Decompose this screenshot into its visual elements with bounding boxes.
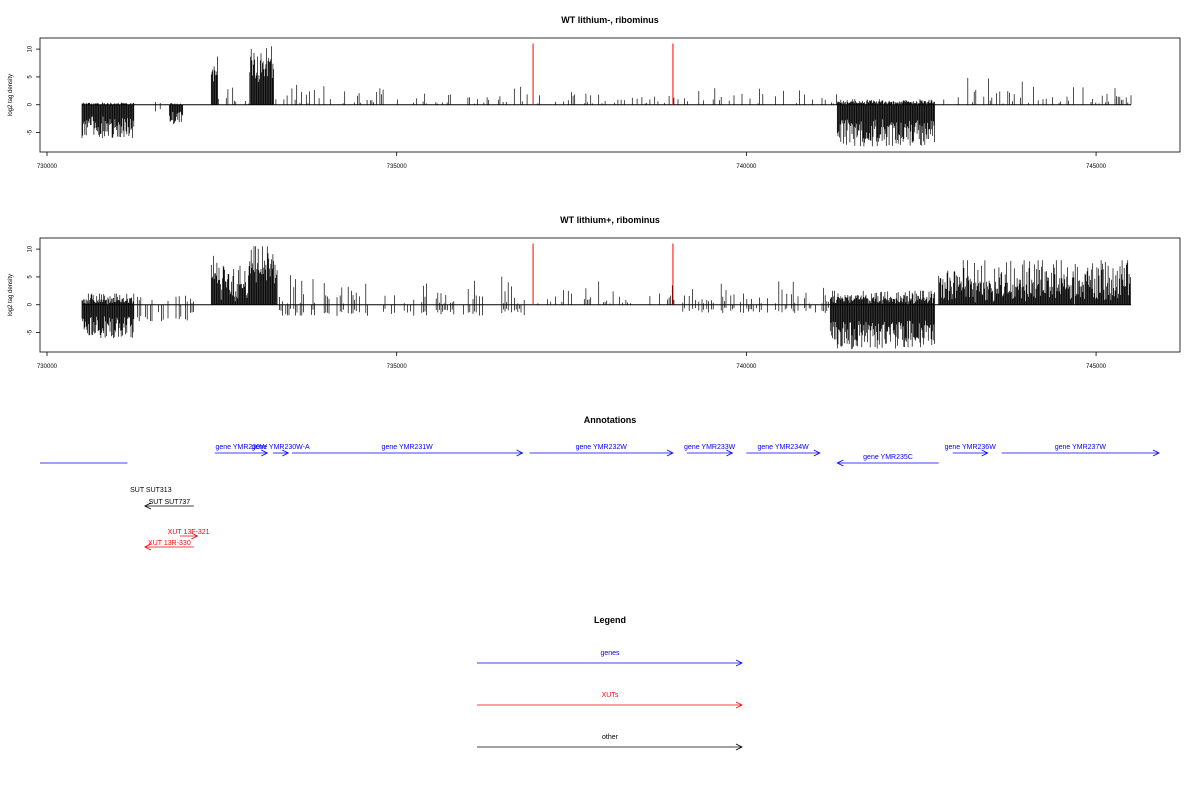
gene-label: gene YMR235C — [863, 454, 913, 461]
gene-arrow-head — [282, 449, 290, 457]
legend-label: other — [602, 734, 619, 741]
legend-title: Legend — [594, 615, 626, 625]
chart-panel-lithium-plus: WT lithium+, ribominus log2 tag density … — [8, 215, 1181, 370]
gene-arrow-head — [981, 449, 989, 457]
legend-panel: Legend genes XUTs other — [477, 615, 743, 751]
tag-density-bars — [81, 46, 1132, 147]
xut-label: XUT 13R-330 — [148, 540, 191, 547]
x-tick-label: 735000 — [387, 364, 408, 370]
legend-arrow-head — [735, 743, 743, 751]
x-tick-label: 740000 — [736, 164, 757, 170]
y-tick-label: 5 — [28, 75, 34, 79]
sut-arrow — [144, 502, 194, 510]
gene-label: gene YMR230W — [215, 444, 267, 451]
xut-arrow — [144, 543, 194, 551]
xut-arrow — [179, 532, 199, 540]
gene-label: gene YMR230W-A — [252, 444, 310, 451]
gene-arrow — [214, 449, 269, 457]
y-axis-label: log2 tag density — [8, 74, 14, 116]
legend-arrow — [477, 701, 743, 709]
gene-arrow-head — [261, 449, 269, 457]
legend-label: XUTs — [602, 692, 619, 699]
xut-arrow-head — [144, 543, 152, 551]
chart-panel-lithium-minus: WT lithium-, ribominus log2 tag density … — [8, 15, 1181, 170]
gene-arrow-head — [516, 449, 524, 457]
plot-frame — [39, 37, 1181, 153]
annotations-title: Annotations — [584, 415, 637, 425]
legend-arrow-head — [735, 659, 743, 667]
gene-label: gene YMR232W — [576, 444, 628, 451]
sut-label: SUT SUT313 — [130, 487, 172, 494]
legend-arrow — [477, 659, 743, 667]
gene-arrow-head — [666, 449, 674, 457]
chart-title: WT lithium-, ribominus — [561, 15, 659, 25]
sut-arrow-head — [144, 502, 152, 510]
gene-arrow-head — [1152, 449, 1160, 457]
gene-arrow — [952, 449, 989, 457]
sut-label: SUT SUT737 — [149, 499, 191, 506]
x-tick-label: 730000 — [37, 364, 58, 370]
plot-frame — [39, 237, 1181, 353]
legend-arrow — [477, 743, 743, 751]
gene-label: gene YMR237W — [1055, 444, 1107, 451]
xut-arrow-head — [191, 532, 199, 540]
gene-label: gene YMR236W — [945, 444, 997, 451]
gene-label: gene YMR231W — [382, 444, 434, 451]
x-tick-label: 730000 — [37, 164, 58, 170]
gene-arrow-head — [813, 449, 821, 457]
x-tick-label: 745000 — [1086, 164, 1107, 170]
y-tick-label: 0 — [28, 102, 34, 106]
x-tick-label: 735000 — [387, 164, 408, 170]
chart-title: WT lithium+, ribominus — [560, 215, 660, 225]
gene-arrow — [686, 449, 734, 457]
xut-label: XUT 13F-321 — [168, 529, 210, 536]
gene-arrow-head — [836, 459, 844, 467]
gene-label: gene YMR234W — [757, 444, 809, 451]
gene-arrow — [272, 449, 290, 457]
tag-density-bars — [81, 246, 1131, 350]
gene-label: gene YMR233W — [684, 444, 736, 451]
y-tick-label: -5 — [28, 329, 34, 335]
gene-arrow — [836, 459, 939, 467]
y-axis-label: log2 tag density — [8, 274, 14, 316]
y-tick-label: 10 — [28, 245, 34, 252]
gene-arrow — [291, 449, 524, 457]
gene-arrow-head — [726, 449, 734, 457]
legend-arrow-head — [735, 701, 743, 709]
y-tick-label: 10 — [28, 45, 34, 52]
gene-arrow — [1001, 449, 1160, 457]
gene-arrow — [529, 449, 674, 457]
x-tick-label: 745000 — [1086, 364, 1107, 370]
y-tick-label: 5 — [28, 275, 34, 279]
y-tick-label: -5 — [28, 129, 34, 135]
y-tick-label: 0 — [28, 302, 34, 306]
x-tick-label: 740000 — [736, 364, 757, 370]
legend-label: genes — [600, 650, 620, 657]
gene-arrow — [746, 449, 821, 457]
